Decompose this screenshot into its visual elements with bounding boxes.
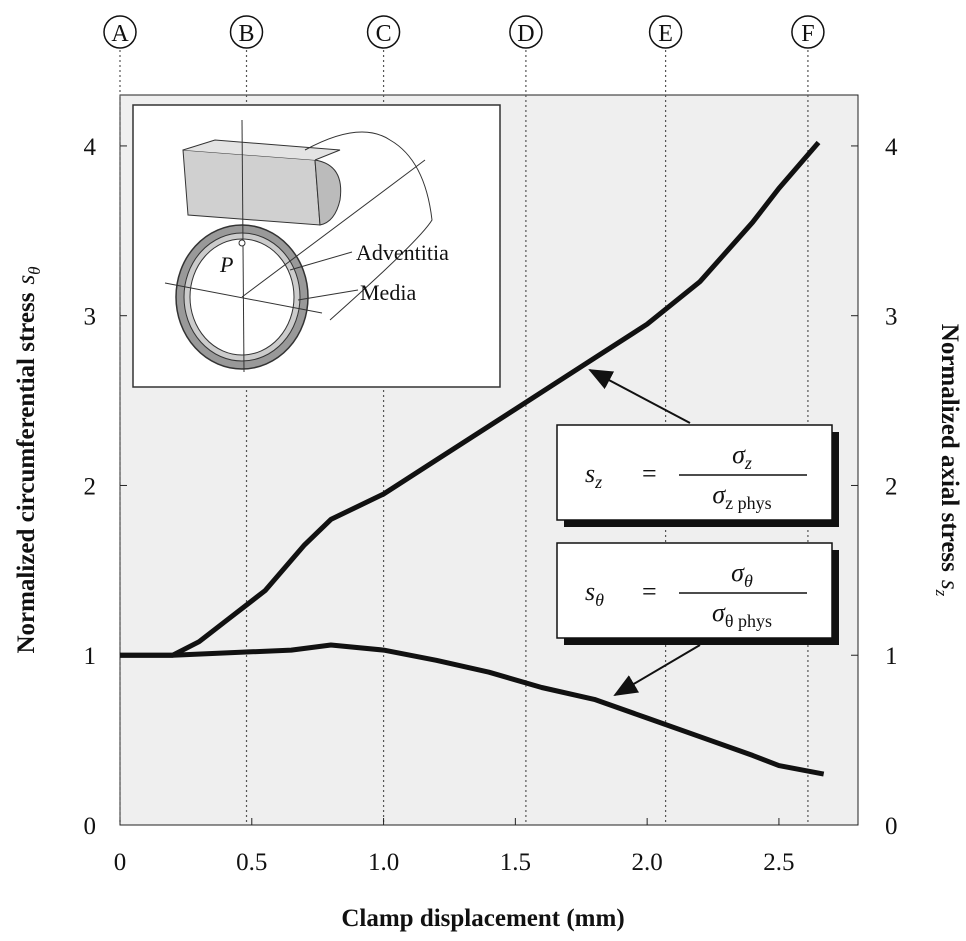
legend-box [556,424,833,521]
marker-label: A [111,21,129,47]
num-symbol: σ [732,440,746,469]
clamp-top [182,139,341,161]
inset: P Adventitia Media [132,104,501,388]
inset-label: Adventitia [356,240,449,265]
legend-eq: = [642,577,657,606]
legend-lhs: sz [585,459,602,492]
y-tick-label: 4 [84,134,97,161]
marker-circle [366,15,401,49]
marker-circle [791,15,825,49]
marker-label: F [801,21,814,47]
marker-label: E [658,21,673,47]
y2-label-symbol: s [936,580,963,590]
x-tick-label: 0 [114,849,127,876]
axis-line [164,282,323,314]
y-label-text: Normalized circumferential stress [13,292,40,653]
legend-eq: = [642,459,657,488]
y-tick-label: 1 [84,643,97,670]
y-tick-label: 3 [84,304,97,331]
arrow [613,644,701,697]
legend-lhs: sθ [585,577,604,610]
y-axis-label: Normalized circumferential stress sθ [13,266,44,653]
x-tick-label: 1.5 [500,849,531,876]
legend-num: σθ [731,558,753,591]
x-tick-label: 1.0 [368,849,399,876]
lhs-symbol: s [585,459,595,488]
lhs-sub: z [594,472,602,492]
inset-label: P [219,252,233,277]
num-sub: θ [744,571,753,591]
legend-box [556,542,833,639]
x-tick-label: 0.5 [236,849,267,876]
lhs-sub: θ [595,590,604,610]
den-sub: θ phys [725,611,772,631]
y2-tick-label: 4 [885,134,898,161]
marker-circle [509,15,543,49]
marker-circle [229,15,264,49]
y-tick-label: 0 [84,813,97,840]
marker-label: C [376,21,392,47]
y-label-sub: θ [25,266,44,274]
legend-den: σθ phys [712,598,772,631]
y2-label-text: Normalized axial stress [936,324,963,572]
lhs-symbol: s [585,577,595,606]
den-symbol: σ [712,480,726,509]
arrow [588,369,691,424]
marker-circle [103,15,137,49]
legend-num: σz [732,440,752,473]
legend-den: σz phys [712,480,771,513]
num-symbol: σ [731,558,745,587]
marker-circle [648,15,683,49]
marker-label: B [239,21,255,47]
y-label-symbol: s [13,275,40,285]
clamp-end [314,159,342,226]
y2-tick-label: 1 [885,643,898,670]
y2-tick-label: 2 [885,473,898,500]
den-symbol: σ [712,598,726,627]
x-tick-label: 2.0 [632,849,663,876]
y2-label-sub: z [932,589,951,597]
y2-axis-label: Normalized axial stress sz [932,324,963,597]
y2-tick-label: 0 [885,813,898,840]
den-sub: z phys [725,493,772,513]
series-line [120,140,821,658]
clamp-block [182,149,321,226]
series-line [120,642,825,777]
x-axis-label: Clamp displacement (mm) [341,905,624,932]
outline [304,131,433,321]
pointer [297,289,359,301]
marker-label: D [517,21,534,47]
num-sub: z [744,453,752,473]
point [238,239,246,247]
x-tick-label: 2.5 [763,849,794,876]
y-tick-label: 2 [84,473,97,500]
inset-label: Media [360,280,416,305]
axis-line [241,159,426,298]
y2-tick-label: 3 [885,304,898,331]
pointer [289,251,353,271]
